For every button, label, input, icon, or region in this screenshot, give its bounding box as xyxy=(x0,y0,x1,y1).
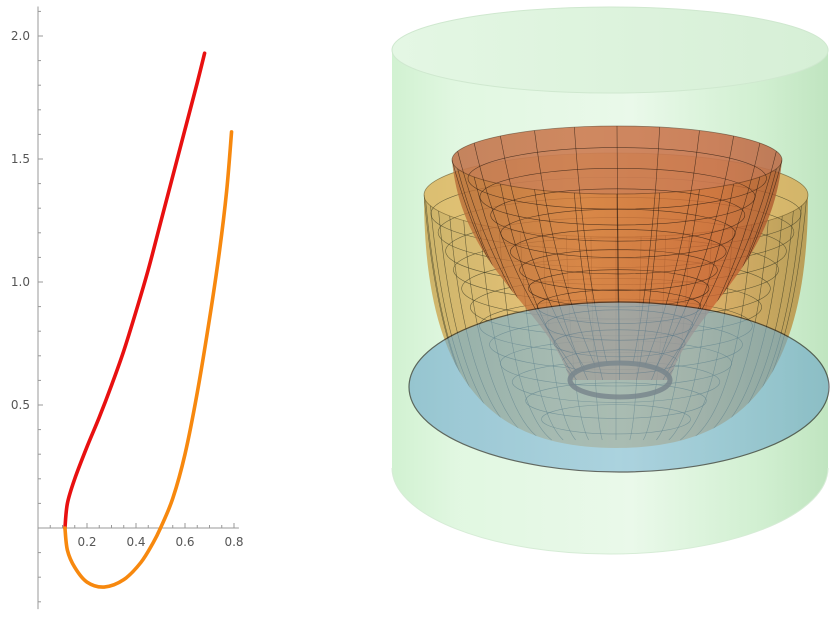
x-tick-label: 0.8 xyxy=(224,535,243,549)
series-line-2 xyxy=(63,130,234,589)
y-tick-label: 2.0 xyxy=(11,29,30,43)
x-tick-label: 0.4 xyxy=(126,535,145,549)
line-chart: 0.2 0.4 0.6 0.8 0.5 1.0 1.5 2.0 xyxy=(11,6,244,610)
cylinder-bottom xyxy=(391,467,829,555)
x-tick-label: 0.2 xyxy=(77,535,96,549)
disk-surface xyxy=(408,301,830,473)
y-tick-label: 1.5 xyxy=(11,152,30,166)
series-group xyxy=(63,51,234,589)
x-tick-label: 0.6 xyxy=(175,535,194,549)
y-tick-label: 1.0 xyxy=(11,275,30,289)
series-line-1 xyxy=(63,51,207,530)
y-tick-label: 0.5 xyxy=(11,398,30,412)
axes xyxy=(37,6,239,610)
surface-plot-3d xyxy=(391,6,830,555)
cylinder-top xyxy=(391,6,829,94)
ticks: 0.2 0.4 0.6 0.8 0.5 1.0 1.5 2.0 xyxy=(11,10,244,603)
